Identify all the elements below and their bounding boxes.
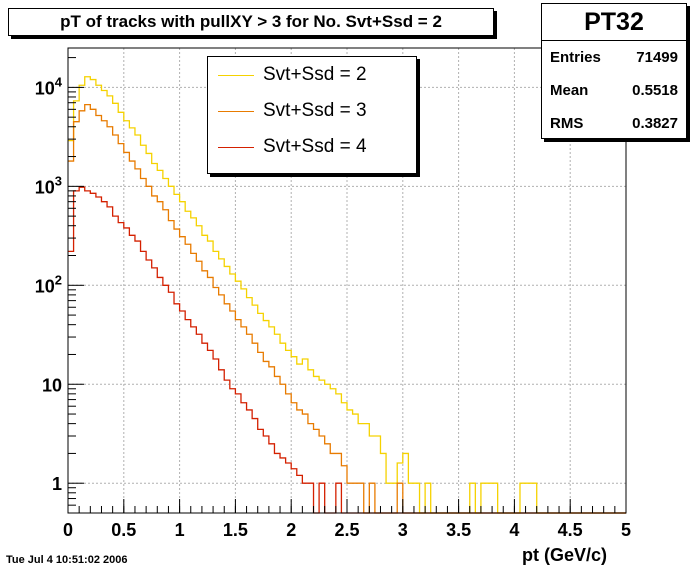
legend-entry-1: Svt+Ssd = 2 <box>208 57 416 93</box>
legend-label-3: Svt+Ssd = 4 <box>263 136 367 157</box>
series-1-line <box>68 76 626 514</box>
legend-entry-3: Svt+Ssd = 4 <box>208 129 416 165</box>
stats-row-mean: Mean 0.5518 <box>542 74 686 107</box>
chart-title: pT of tracks with pullXY > 3 for No. Svt… <box>8 8 494 36</box>
y-tick-label: 103 <box>35 173 62 197</box>
y-tick-label: 10 <box>42 375 62 395</box>
x-tick-label: 0 <box>63 520 73 540</box>
legend-swatch-3 <box>218 146 254 148</box>
y-tick-label: 104 <box>35 74 63 98</box>
legend-swatch-2 <box>218 110 254 112</box>
legend: Svt+Ssd = 2 Svt+Ssd = 3 Svt+Ssd = 4 <box>207 56 417 174</box>
x-tick-label: 5 <box>621 520 631 540</box>
stats-value: 71499 <box>636 49 678 66</box>
x-tick-label: 1.5 <box>223 520 248 540</box>
x-tick-label: 3 <box>398 520 408 540</box>
y-tick-label: 1 <box>52 474 62 494</box>
stats-label: RMS <box>550 115 584 132</box>
datestamp: Tue Jul 4 10:51:02 2006 <box>6 554 128 566</box>
x-axis-label: pt (GeV/c) <box>522 545 608 565</box>
y-tick-label: 102 <box>35 272 62 296</box>
stats-label: Mean <box>550 82 589 99</box>
ticks: 0 0.5 1 1.5 2 2.5 3 3.5 4 4.5 5 1 10 102 103 104 <box>35 57 631 540</box>
x-tick-label: 4.5 <box>558 520 583 540</box>
x-tick-label: 2 <box>286 520 296 540</box>
stats-row-entries: Entries 71499 <box>542 41 686 74</box>
stats-box: PT32 Entries 71499 Mean 0.5518 RMS 0.382… <box>541 3 687 139</box>
chart-title-text: pT of tracks with pullXY > 3 for No. Svt… <box>60 12 442 31</box>
x-tick-label: 0.5 <box>111 520 136 540</box>
legend-swatch-1 <box>218 74 254 76</box>
stats-row-rms: RMS 0.3827 <box>542 107 686 140</box>
x-tick-label: 1 <box>175 520 185 540</box>
stats-label: Entries <box>550 49 601 66</box>
legend-label-2: Svt+Ssd = 3 <box>263 100 367 121</box>
legend-label-1: Svt+Ssd = 2 <box>263 64 367 85</box>
stats-value: 0.3827 <box>632 115 678 132</box>
stats-value: 0.5518 <box>632 82 678 99</box>
x-tick-label: 2.5 <box>334 520 359 540</box>
x-tick-label: 3.5 <box>446 520 471 540</box>
x-tick-label: 4 <box>509 520 519 540</box>
stats-name: PT32 <box>542 4 686 41</box>
legend-entry-2: Svt+Ssd = 3 <box>208 93 416 129</box>
